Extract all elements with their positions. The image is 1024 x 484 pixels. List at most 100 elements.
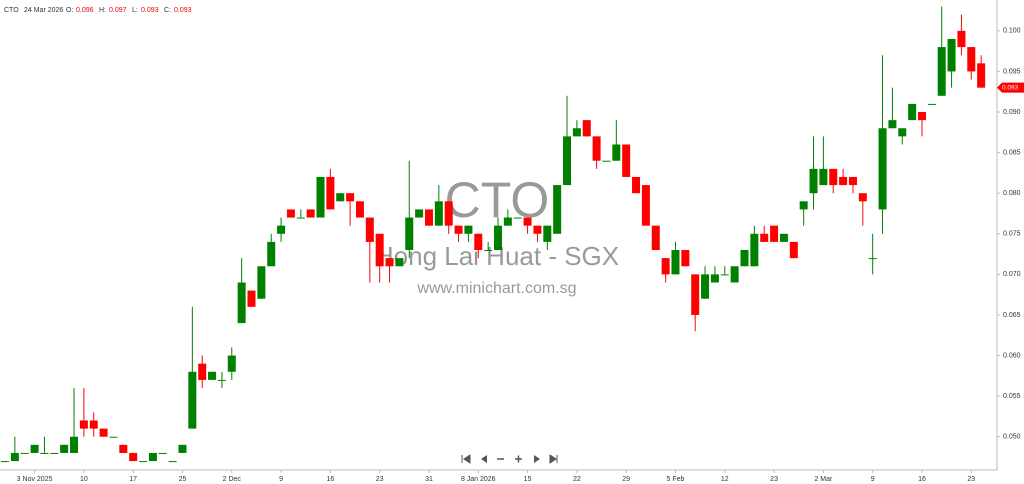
- candle: [898, 128, 907, 145]
- x-tick-label: 9: [279, 476, 283, 483]
- high-value: 0.097: [109, 7, 127, 14]
- candle-body: [977, 63, 986, 88]
- x-tick-label: 16: [326, 476, 334, 483]
- candle-body: [50, 452, 59, 454]
- candle: [434, 185, 443, 226]
- candle-body: [306, 209, 315, 218]
- candle: [10, 436, 19, 462]
- candle-body: [740, 250, 749, 267]
- open-label: O:: [66, 7, 73, 14]
- candle-body: [355, 201, 364, 218]
- candle: [681, 250, 690, 267]
- x-tick-label: 23: [770, 476, 778, 483]
- candle-body: [553, 185, 562, 234]
- candle-body: [444, 201, 453, 226]
- x-tick-label: 29: [622, 476, 630, 483]
- candle-body: [632, 176, 641, 194]
- candle-body: [957, 30, 966, 48]
- candle-body: [868, 258, 877, 260]
- candle-body: [917, 112, 926, 121]
- candle: [70, 388, 79, 453]
- candle: [848, 176, 857, 194]
- candle-body: [582, 120, 591, 137]
- candle: [424, 209, 433, 226]
- candle-body: [878, 128, 887, 210]
- candle-body: [947, 38, 956, 72]
- candle-body: [286, 209, 295, 218]
- candle-body: [789, 241, 798, 259]
- candle-body: [70, 436, 79, 453]
- candle: [523, 217, 532, 234]
- candle: [50, 452, 59, 454]
- candle: [572, 120, 581, 137]
- candle: [198, 355, 207, 389]
- close-value: 0.093: [174, 7, 192, 14]
- candle: [513, 217, 522, 219]
- nav-prev[interactable]: [481, 455, 487, 463]
- candle-body: [188, 371, 197, 429]
- candle-body: [257, 266, 266, 299]
- candle-body: [661, 258, 670, 275]
- candle: [277, 217, 286, 242]
- candle-body: [701, 274, 710, 299]
- candle: [701, 266, 710, 299]
- candle-body: [799, 201, 808, 210]
- candle-body: [227, 355, 236, 372]
- x-tick-label: 25: [179, 476, 187, 483]
- candle: [405, 160, 414, 259]
- nav-next[interactable]: [534, 455, 540, 463]
- candle: [917, 112, 926, 137]
- candle-body: [434, 201, 443, 226]
- candle-body: [710, 274, 719, 283]
- candle: [937, 6, 946, 96]
- candle: [977, 55, 986, 88]
- candle-body: [691, 274, 700, 315]
- y-tick-label: 0.095: [1003, 68, 1021, 75]
- candle-body: [494, 225, 502, 251]
- candle: [257, 266, 266, 299]
- watermark-code: CTO: [445, 172, 550, 228]
- candle: [60, 444, 69, 453]
- candle-body: [415, 209, 424, 218]
- candle: [868, 233, 877, 275]
- candle-body: [1, 461, 9, 463]
- candle-body: [563, 136, 572, 186]
- candle: [750, 225, 759, 267]
- nav-first[interactable]: [461, 454, 471, 464]
- candle: [878, 55, 887, 234]
- candle: [227, 347, 236, 380]
- candle-body: [277, 225, 286, 234]
- candle: [139, 461, 148, 463]
- x-tick-label: 23: [376, 476, 384, 483]
- candle-body: [405, 217, 414, 251]
- candle-body: [60, 444, 69, 453]
- candle: [188, 306, 197, 429]
- x-tick-label: 2 Dec: [223, 476, 242, 483]
- nav-last[interactable]: [549, 454, 558, 464]
- candle: [888, 87, 897, 129]
- candle-body: [208, 371, 217, 380]
- candle: [839, 168, 848, 186]
- candle: [602, 160, 611, 162]
- candle: [30, 444, 39, 453]
- candle: [306, 209, 315, 218]
- candle: [346, 193, 355, 226]
- x-tick-label: 31: [425, 476, 433, 483]
- candle: [494, 217, 502, 251]
- candle: [20, 452, 29, 454]
- y-tick-label: 0.060: [1003, 352, 1021, 359]
- candle: [1, 461, 9, 463]
- nav-zoom-in[interactable]: [515, 455, 522, 463]
- candle-body: [20, 452, 29, 454]
- candle-body: [898, 128, 907, 137]
- candle-body: [109, 436, 118, 438]
- candle-body: [99, 428, 108, 437]
- candle-body: [730, 266, 739, 283]
- candle-body: [89, 420, 98, 429]
- x-tick-label: 22: [573, 476, 581, 483]
- x-tick-label: 15: [524, 476, 532, 483]
- candle: [651, 225, 660, 251]
- candle-body: [464, 225, 473, 234]
- candle-body: [158, 452, 167, 454]
